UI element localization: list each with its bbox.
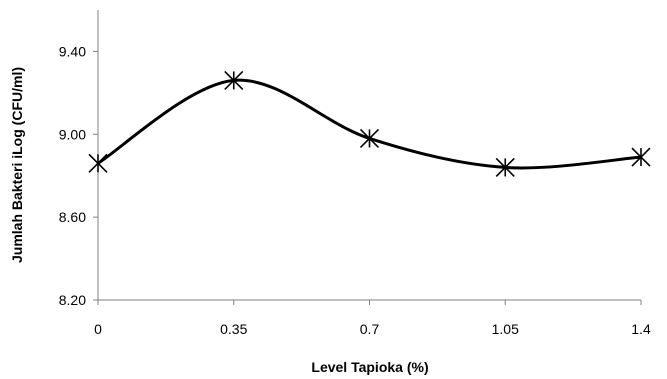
data-point-marker: [224, 70, 244, 90]
y-axis-title: Jumlah Bakteri iLog (CFU/ml): [9, 67, 25, 263]
x-tick-label: 0.35: [220, 321, 247, 337]
x-tick-label: 1.05: [492, 321, 519, 337]
y-tick-labels: 8.20 8.60 9.00 9.40: [59, 43, 86, 308]
data-point-marker: [631, 147, 651, 167]
x-axis-title: Level Tapioka (%): [311, 359, 428, 375]
data-markers: [88, 70, 651, 177]
y-tick-label: 8.20: [59, 292, 86, 308]
data-point-marker: [495, 157, 515, 177]
y-tick-label: 9.00: [59, 126, 86, 142]
x-tick-label: 1.4: [631, 321, 651, 337]
x-tick-labels: 0 0.35 0.7 1.05 1.4: [94, 321, 651, 337]
series-line: [97, 78, 642, 170]
x-tick-label: 0.7: [360, 321, 380, 337]
axes: [93, 10, 642, 305]
data-point-marker: [88, 153, 108, 173]
data-point-marker: [359, 128, 380, 148]
y-tick-label: 9.40: [59, 43, 86, 59]
y-tick-label: 8.60: [59, 209, 86, 225]
x-tick-label: 0: [94, 321, 102, 337]
